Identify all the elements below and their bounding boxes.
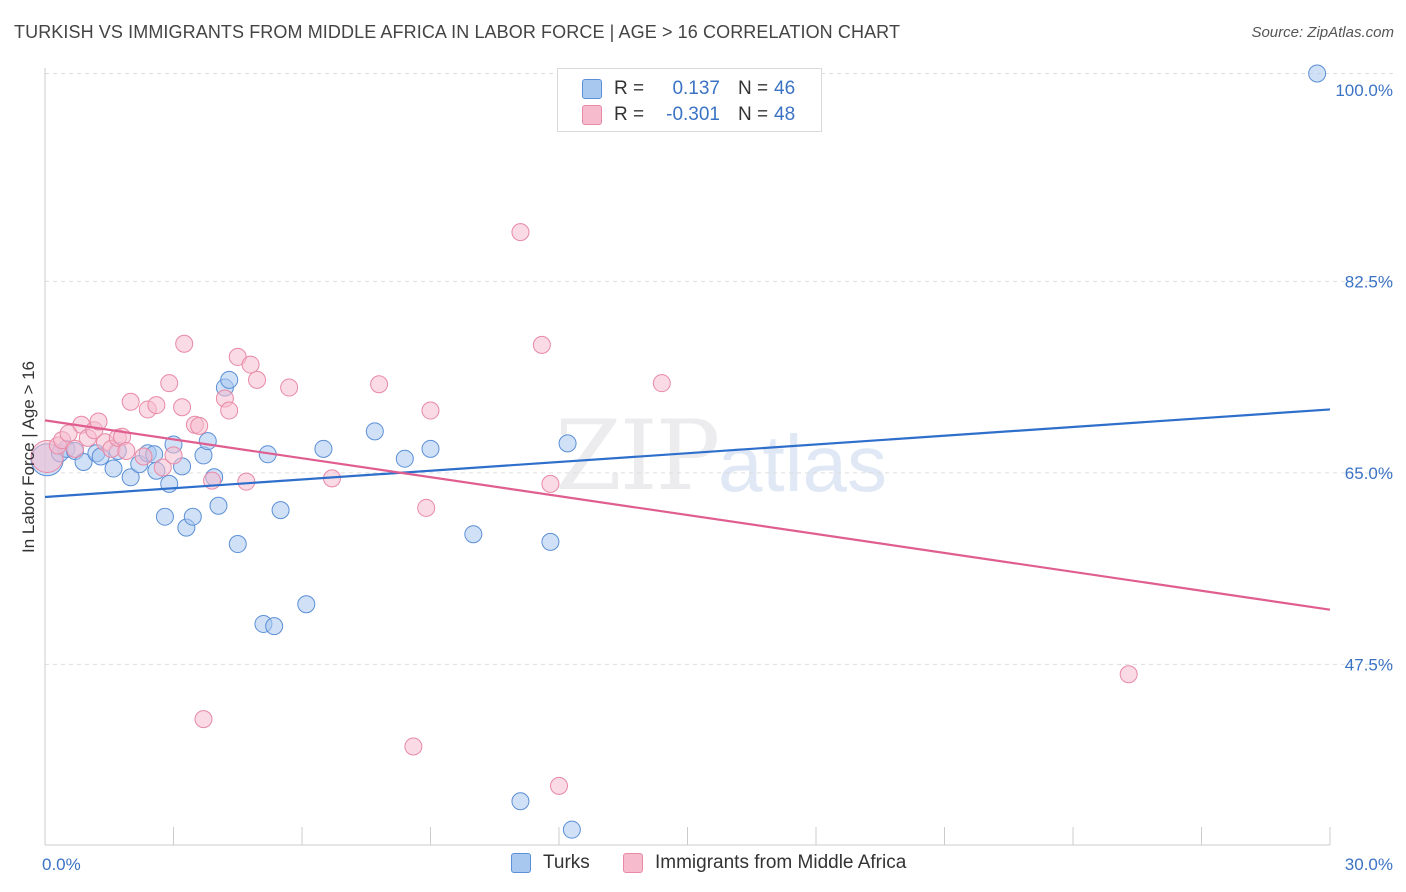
- immigrants-point: [237, 472, 256, 491]
- turks-swatch: [511, 853, 531, 873]
- immigrants-point: [248, 370, 267, 389]
- turks-point: [562, 820, 581, 839]
- turks-point: [421, 439, 440, 458]
- turks-point: [104, 459, 123, 478]
- turks-point: [297, 595, 316, 614]
- y-tick-label: 47.5%: [1345, 655, 1393, 674]
- legend-r-label: R =: [614, 104, 645, 125]
- legend-immigrants-label: Immigrants from Middle Africa: [655, 852, 907, 873]
- legend-r-value: -0.301: [666, 104, 720, 125]
- immigrants-point: [421, 401, 440, 420]
- immigrants-point: [160, 374, 179, 393]
- immigrants-point: [59, 424, 78, 443]
- legend-turks-label: Turks: [543, 852, 590, 873]
- turks-point: [209, 496, 228, 515]
- watermark-atlas: atlas: [718, 419, 887, 508]
- immigrants-point: [175, 334, 194, 353]
- y-axis-label: In Labor Force | Age > 16: [19, 361, 38, 553]
- immigrants-point: [220, 401, 239, 420]
- immigrants-point: [404, 737, 423, 756]
- turks-point: [228, 535, 247, 554]
- correlation-legend: R = 0.137 N = 46 R = -0.301 N = 48: [557, 68, 822, 132]
- immigrants-point: [121, 392, 140, 411]
- immigrants-point: [117, 442, 136, 461]
- immigrants-point: [147, 396, 166, 415]
- immigrants-point: [532, 335, 551, 354]
- immigrants-swatch: [582, 105, 602, 125]
- series-legend: Turks Immigrants from Middle Africa: [0, 852, 1406, 878]
- immigrants-point: [134, 447, 153, 466]
- turks-point: [220, 370, 239, 389]
- legend-n-label: N =: [738, 104, 769, 125]
- points-layer: [30, 64, 1327, 839]
- legend-n-value: 48: [774, 104, 796, 125]
- immigrants-point: [652, 374, 671, 393]
- immigrants-point: [550, 776, 568, 795]
- turks-point: [1308, 64, 1327, 83]
- immigrants-point: [164, 446, 183, 465]
- immigrants-point: [417, 498, 436, 517]
- immigrants-point: [280, 378, 299, 397]
- immigrants-point: [1119, 665, 1138, 684]
- immigrants-point: [153, 458, 172, 477]
- turks-trend-line: [44, 408, 1331, 499]
- immigrants-point: [241, 355, 260, 374]
- y-tick-label: 65.0%: [1345, 464, 1393, 483]
- x-tick-label: 30.0%: [1345, 855, 1393, 874]
- turks-point: [395, 449, 414, 468]
- turks-point: [511, 792, 530, 811]
- immigrants-trend-line: [44, 419, 1331, 611]
- turks-point: [121, 468, 140, 487]
- immigrants-point: [511, 223, 530, 242]
- axis-layer: [44, 68, 1331, 846]
- legend-r-label: R =: [614, 78, 645, 99]
- turks-point: [155, 507, 174, 526]
- legend-n-label: N =: [738, 78, 769, 99]
- x-tick-label: 0.0%: [42, 855, 81, 874]
- legend-n-value: 46: [774, 78, 796, 99]
- legend-item-turks[interactable]: Turks: [511, 852, 590, 874]
- immigrants-point: [65, 439, 84, 458]
- immigrants-point: [541, 474, 560, 493]
- turks-point: [365, 422, 384, 441]
- turks-point: [74, 452, 93, 471]
- turks-point: [464, 525, 483, 544]
- immigrants-point: [190, 416, 209, 435]
- legend-item-immigrants[interactable]: Immigrants from Middle Africa: [623, 852, 906, 874]
- turks-point: [265, 617, 284, 636]
- immigrants-point: [89, 412, 108, 431]
- turks-point: [541, 532, 560, 551]
- legend-row-turks: R = 0.137 N = 46: [582, 77, 795, 101]
- trend-layer: [44, 408, 1331, 611]
- turks-point: [183, 507, 202, 526]
- immigrants-point: [173, 398, 192, 417]
- immigrants-swatch: [623, 853, 643, 873]
- y-tick-label: 100.0%: [1335, 81, 1393, 100]
- turks-point: [271, 501, 290, 520]
- source-label: Source: ZipAtlas.com: [1251, 24, 1394, 41]
- turks-point: [198, 432, 217, 451]
- immigrants-point: [370, 375, 389, 394]
- chart-title: TURKISH VS IMMIGRANTS FROM MIDDLE AFRICA…: [14, 22, 901, 42]
- turks-point: [558, 434, 577, 453]
- legend-row-immigrants: R = -0.301 N = 48: [582, 103, 795, 127]
- label-layer: 47.5% 65.0% 82.5% 100.0% 0.0% 30.0% In Labor F…: [19, 81, 1393, 874]
- turks-point: [314, 439, 333, 458]
- turks-swatch: [582, 79, 602, 99]
- immigrants-point: [194, 710, 213, 729]
- y-tick-label: 82.5%: [1345, 272, 1393, 291]
- legend-r-value: 0.137: [672, 78, 720, 99]
